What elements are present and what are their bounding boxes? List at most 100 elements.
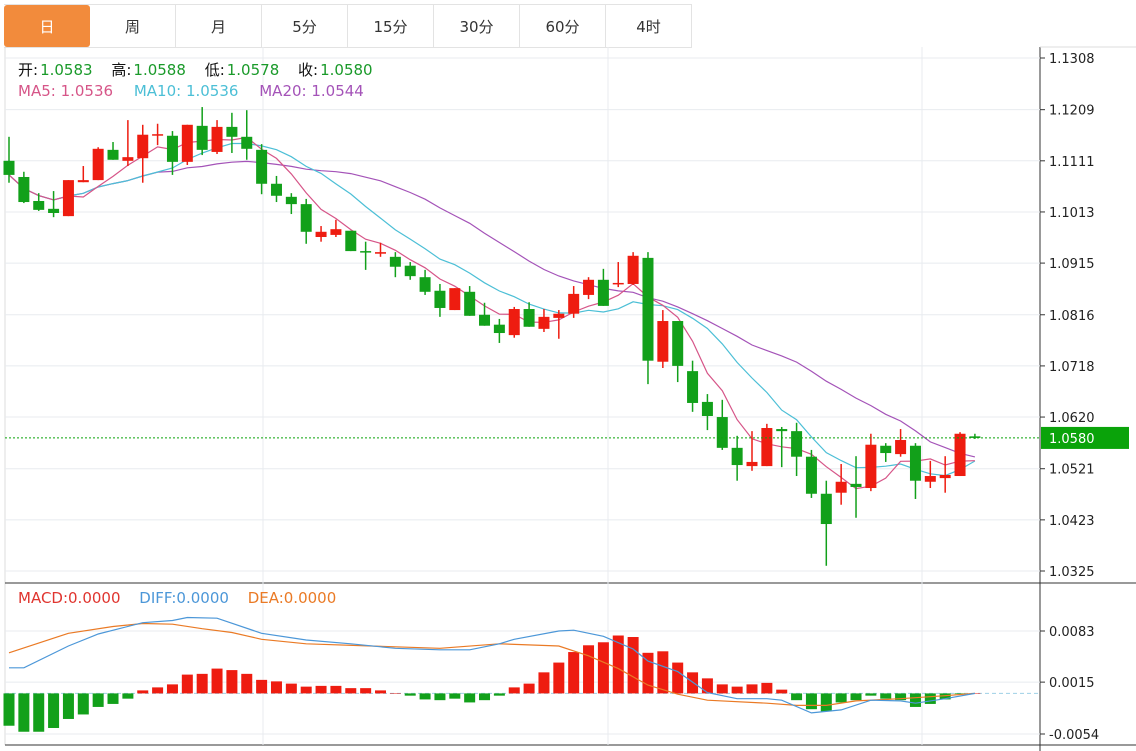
candle-down bbox=[464, 291, 476, 316]
candle-up bbox=[939, 474, 951, 479]
candle-down bbox=[791, 431, 803, 457]
candle-down bbox=[909, 445, 921, 481]
macd-histogram-bar bbox=[538, 672, 550, 694]
macd-histogram-bar bbox=[805, 693, 817, 710]
candle-up bbox=[375, 252, 386, 254]
candle-down bbox=[389, 256, 401, 267]
macd-histogram-bar bbox=[3, 693, 15, 726]
macd-histogram-bar bbox=[597, 642, 609, 694]
candle-down bbox=[48, 208, 60, 213]
candle-up bbox=[211, 126, 223, 152]
macd-histogram-bar bbox=[181, 674, 193, 694]
last-price-label: 1.0580 bbox=[1049, 432, 1095, 447]
ma-legend: MA5: 1.0536 MA10: 1.0536 MA20: 1.0544 bbox=[18, 82, 366, 100]
tab-day[interactable]: 日 bbox=[4, 5, 90, 47]
macd-histogram-bar bbox=[612, 635, 624, 694]
candle-down bbox=[776, 429, 788, 432]
tab-month[interactable]: 月 bbox=[176, 5, 262, 47]
tab-4hour[interactable]: 4时 bbox=[606, 5, 692, 47]
price-tick-label: 1.0915 bbox=[1049, 257, 1095, 272]
macd-tick-label: 0.0015 bbox=[1049, 676, 1095, 691]
candle-up bbox=[77, 180, 89, 183]
candle-up bbox=[315, 231, 327, 238]
candle-up bbox=[865, 444, 877, 489]
close-label: 收: bbox=[298, 61, 319, 79]
macd-histogram-bar bbox=[627, 637, 639, 694]
price-tick-label: 1.0521 bbox=[1049, 463, 1095, 478]
candle-up bbox=[657, 321, 669, 362]
candle-down bbox=[404, 265, 416, 277]
candle-down bbox=[493, 324, 505, 334]
macd-histogram-bar bbox=[479, 693, 491, 701]
macd-histogram-bar bbox=[92, 693, 104, 707]
macd-tick-label: 0.0083 bbox=[1049, 625, 1095, 640]
candle-down bbox=[345, 230, 357, 252]
candle-down bbox=[256, 149, 268, 184]
price-tick-label: 1.0620 bbox=[1049, 411, 1095, 426]
macd-histogram-bar bbox=[389, 693, 401, 694]
macd-histogram-bar bbox=[434, 693, 446, 701]
candle-up bbox=[508, 309, 520, 336]
candle-down bbox=[880, 445, 892, 454]
tab-60min[interactable]: 60分 bbox=[520, 5, 606, 47]
tab-5min[interactable]: 5分 bbox=[262, 5, 348, 47]
tab-week[interactable]: 周 bbox=[90, 5, 176, 47]
macd-histogram-bar bbox=[523, 683, 535, 694]
tab-30min[interactable]: 30分 bbox=[434, 5, 520, 47]
candle-down bbox=[969, 436, 981, 438]
candle-down bbox=[716, 417, 728, 448]
low-value: 1.0578 bbox=[226, 61, 280, 79]
ma20-legend: MA20: 1.0544 bbox=[259, 82, 364, 100]
high-value: 1.0588 bbox=[133, 61, 186, 79]
macd-histogram-bar bbox=[464, 693, 476, 703]
candle-down bbox=[479, 314, 491, 326]
last-price-badge bbox=[1041, 426, 1129, 449]
candle-down bbox=[701, 401, 713, 417]
price-tick-label: 1.0816 bbox=[1049, 309, 1095, 324]
candle-up bbox=[553, 313, 565, 318]
high-label: 高: bbox=[111, 61, 132, 79]
macd-histogram-bar bbox=[583, 645, 595, 694]
close-value: 1.0580 bbox=[320, 61, 373, 79]
candle-up bbox=[538, 316, 550, 329]
macd-value: MACD:0.0000 bbox=[18, 589, 121, 607]
macd-histogram-bar bbox=[701, 678, 713, 694]
macd-histogram-bar bbox=[419, 693, 431, 700]
macd-histogram-bar bbox=[196, 673, 208, 694]
tab-15min[interactable]: 15分 bbox=[348, 5, 434, 47]
macd-histogram-bar bbox=[865, 693, 877, 696]
macd-histogram-bar bbox=[939, 693, 951, 700]
candle-down bbox=[226, 126, 238, 137]
candle-down bbox=[523, 309, 535, 327]
candle-down bbox=[3, 160, 15, 175]
candle-up bbox=[761, 428, 773, 467]
macd-histogram-bar bbox=[211, 668, 223, 694]
open-label: 开: bbox=[18, 61, 39, 79]
price-tick-label: 1.1111 bbox=[1049, 155, 1095, 170]
macd-histogram-bar bbox=[300, 686, 312, 694]
candle-down bbox=[642, 257, 654, 361]
candle-up bbox=[746, 461, 758, 467]
ma10-line bbox=[8, 142, 976, 477]
open-value: 1.0583 bbox=[40, 61, 93, 79]
price-tick-label: 1.1209 bbox=[1049, 104, 1095, 119]
macd-histogram-bar bbox=[330, 685, 342, 694]
candle-down bbox=[33, 200, 45, 210]
macd-histogram-bar bbox=[835, 693, 847, 703]
macd-histogram-bar bbox=[315, 685, 327, 694]
macd-histogram-bar bbox=[791, 693, 803, 701]
ohlc-legend: 开: 1.0583 高: 1.0588 低: 1.0578 收: 1.0580 bbox=[18, 59, 387, 80]
candle-up bbox=[924, 476, 936, 482]
candle-up bbox=[92, 148, 104, 181]
candle-down bbox=[687, 371, 699, 403]
macd-histogram-bar bbox=[761, 682, 773, 694]
macd-histogram-bar bbox=[241, 673, 253, 694]
candle-down bbox=[360, 251, 372, 253]
macd-histogram-bar bbox=[404, 693, 416, 696]
candle-down bbox=[196, 125, 208, 150]
candle-up bbox=[583, 279, 595, 295]
macd-histogram-bar bbox=[850, 693, 862, 701]
candle-down bbox=[166, 135, 178, 162]
macd-histogram-bar bbox=[33, 693, 45, 732]
